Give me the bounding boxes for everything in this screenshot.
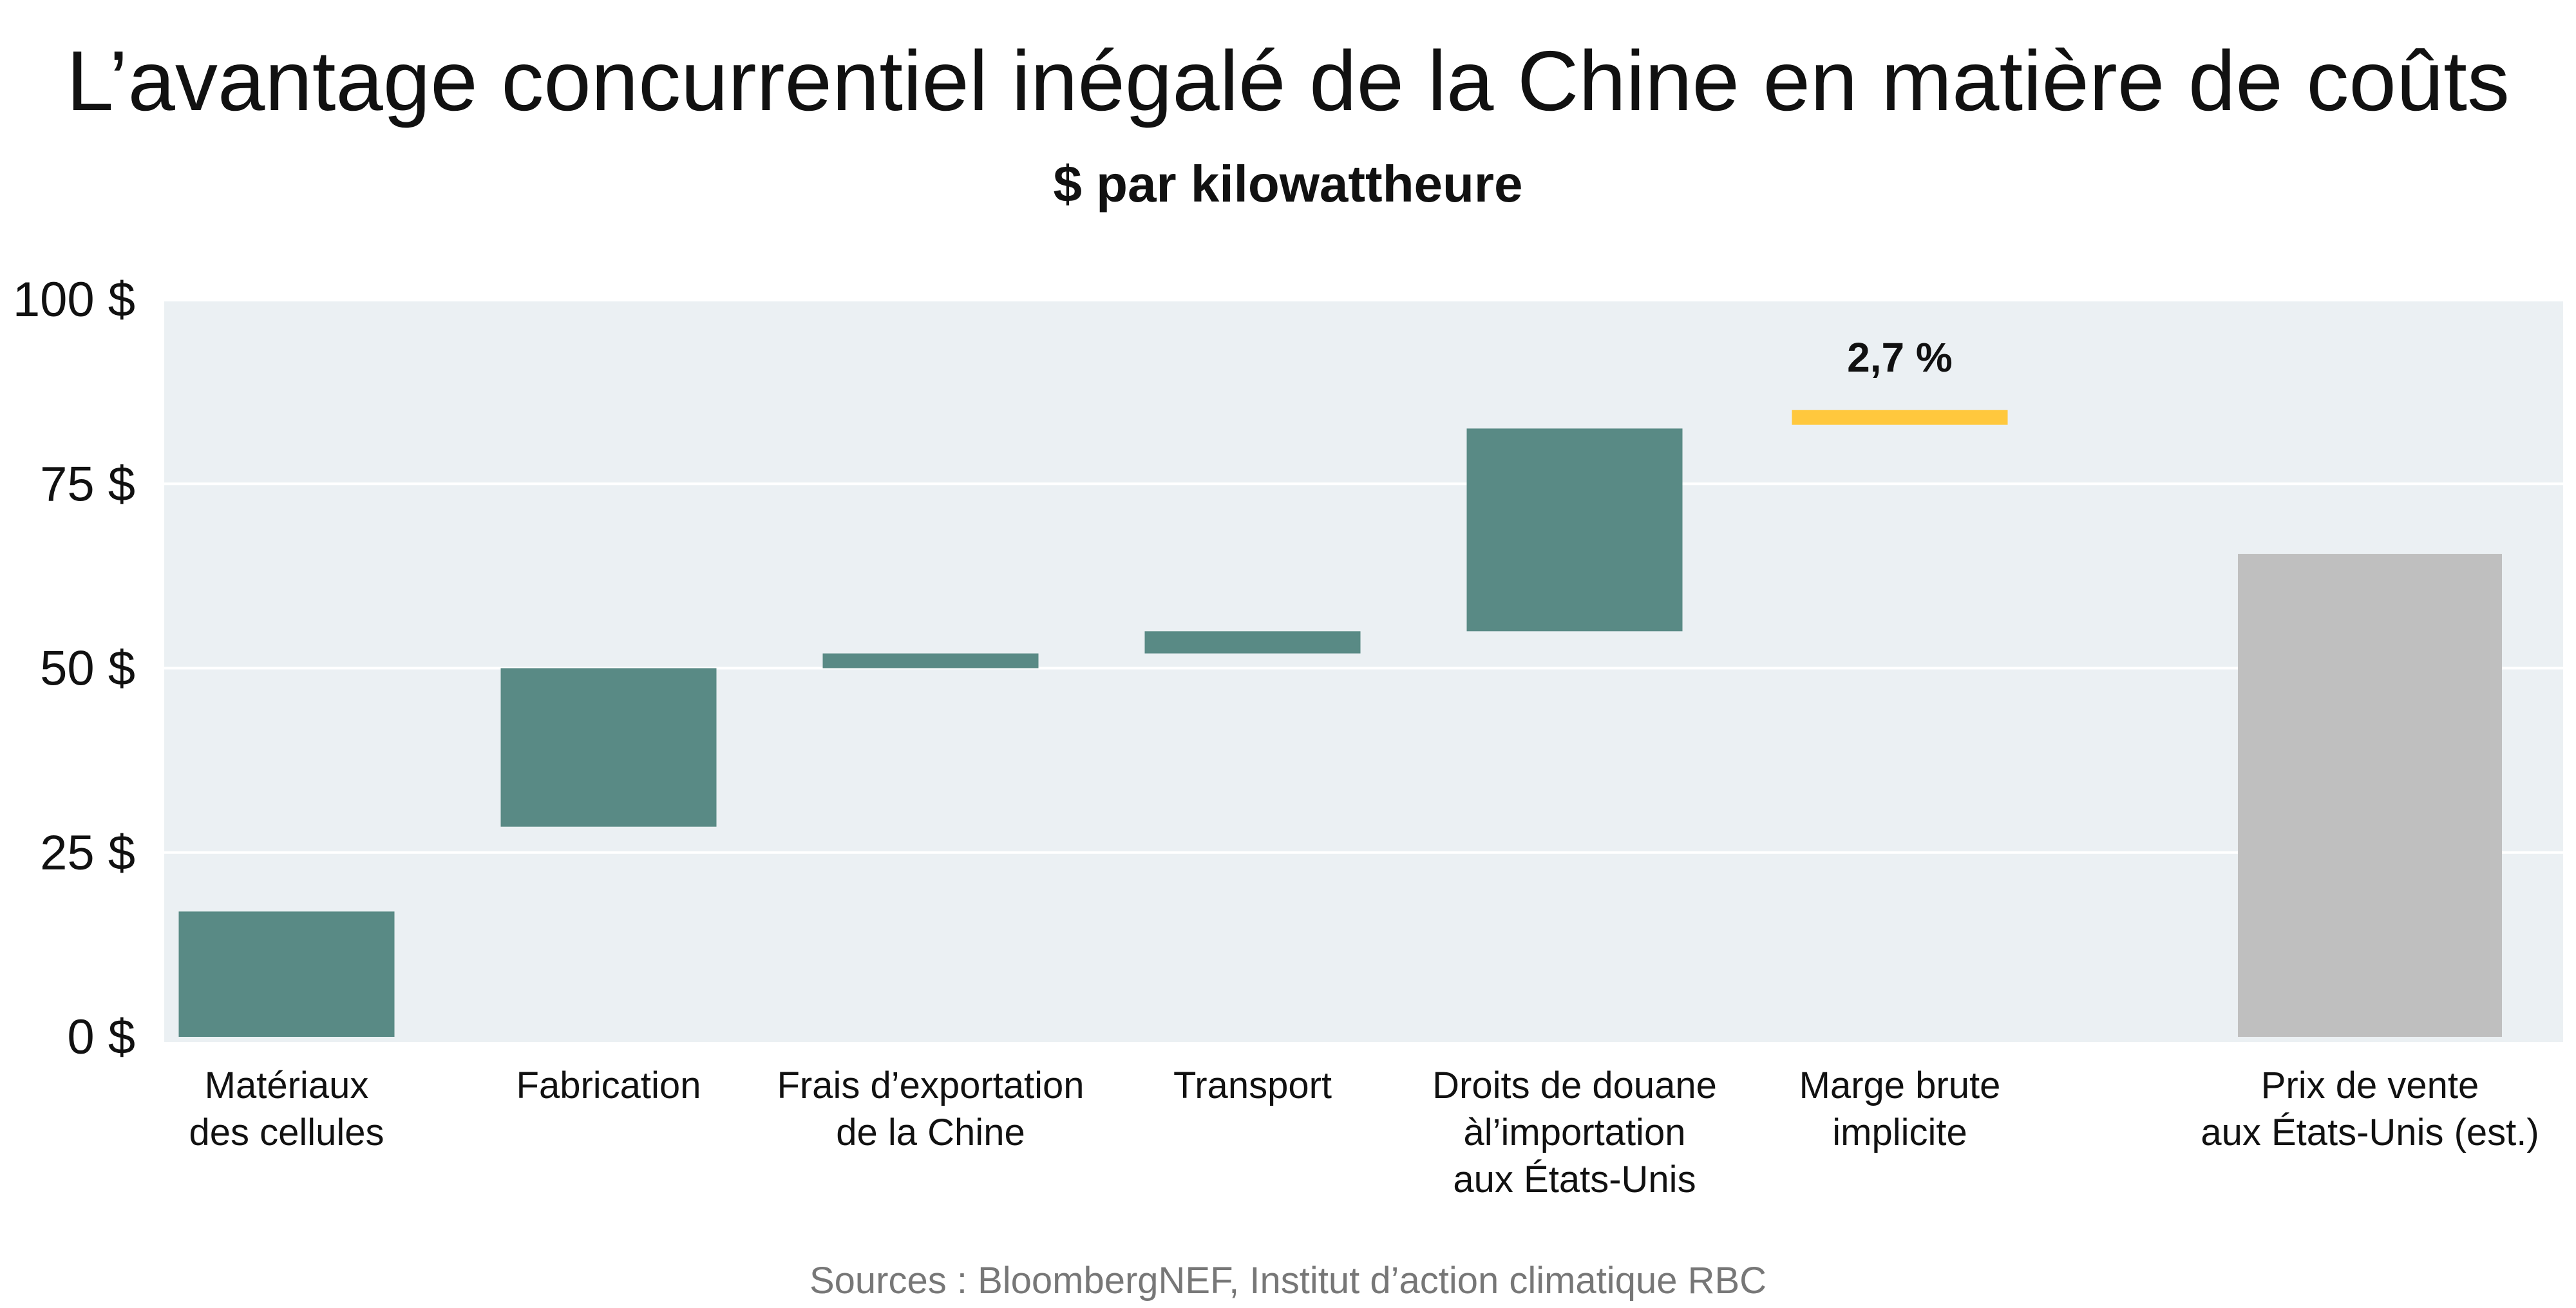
bar-step [822, 653, 1039, 668]
chart-title: L’avantage concurrentiel inégalé de la C… [66, 33, 2510, 128]
category-label: Frais d’exportation de la Chine [777, 1065, 1084, 1153]
category-label: Matériaux des cellules [189, 1065, 384, 1153]
bar-margin [1792, 410, 2008, 425]
y-tick-label: 0 $ [67, 1010, 135, 1065]
bar-step [1466, 428, 1683, 632]
bar-step [1144, 631, 1361, 654]
chart-source: Sources : BloombergNEF, Institut d’actio… [809, 1260, 1767, 1302]
data-label: 2,7 % [1847, 334, 1953, 381]
y-axis-ticks: 0 $ 25 $ 50 $ 75 $ 100 $ [13, 272, 135, 1065]
category-label: Prix de vente aux États-Unis (est.) [2201, 1065, 2539, 1153]
bar-step [178, 911, 395, 1037]
bar-total [2238, 554, 2502, 1037]
y-tick-label: 75 $ [40, 457, 135, 511]
y-tick-label: 100 $ [13, 272, 135, 327]
category-label: Transport [1173, 1065, 1332, 1106]
category-label: Marge brute implicite [1799, 1065, 2001, 1153]
category-label: Droits de douane àl’importation aux États-… [1432, 1065, 1717, 1200]
chart-subtitle: $ par kilowattheure [1053, 155, 1523, 213]
x-axis-categories: Matériaux des cellules Fabrication Frais d’… [189, 1065, 2539, 1200]
y-tick-label: 50 $ [40, 641, 135, 696]
bars: 2,7 % [178, 334, 2502, 1037]
y-tick-label: 25 $ [40, 826, 135, 880]
category-label: Fabrication [516, 1065, 701, 1106]
bar-step [500, 668, 717, 827]
